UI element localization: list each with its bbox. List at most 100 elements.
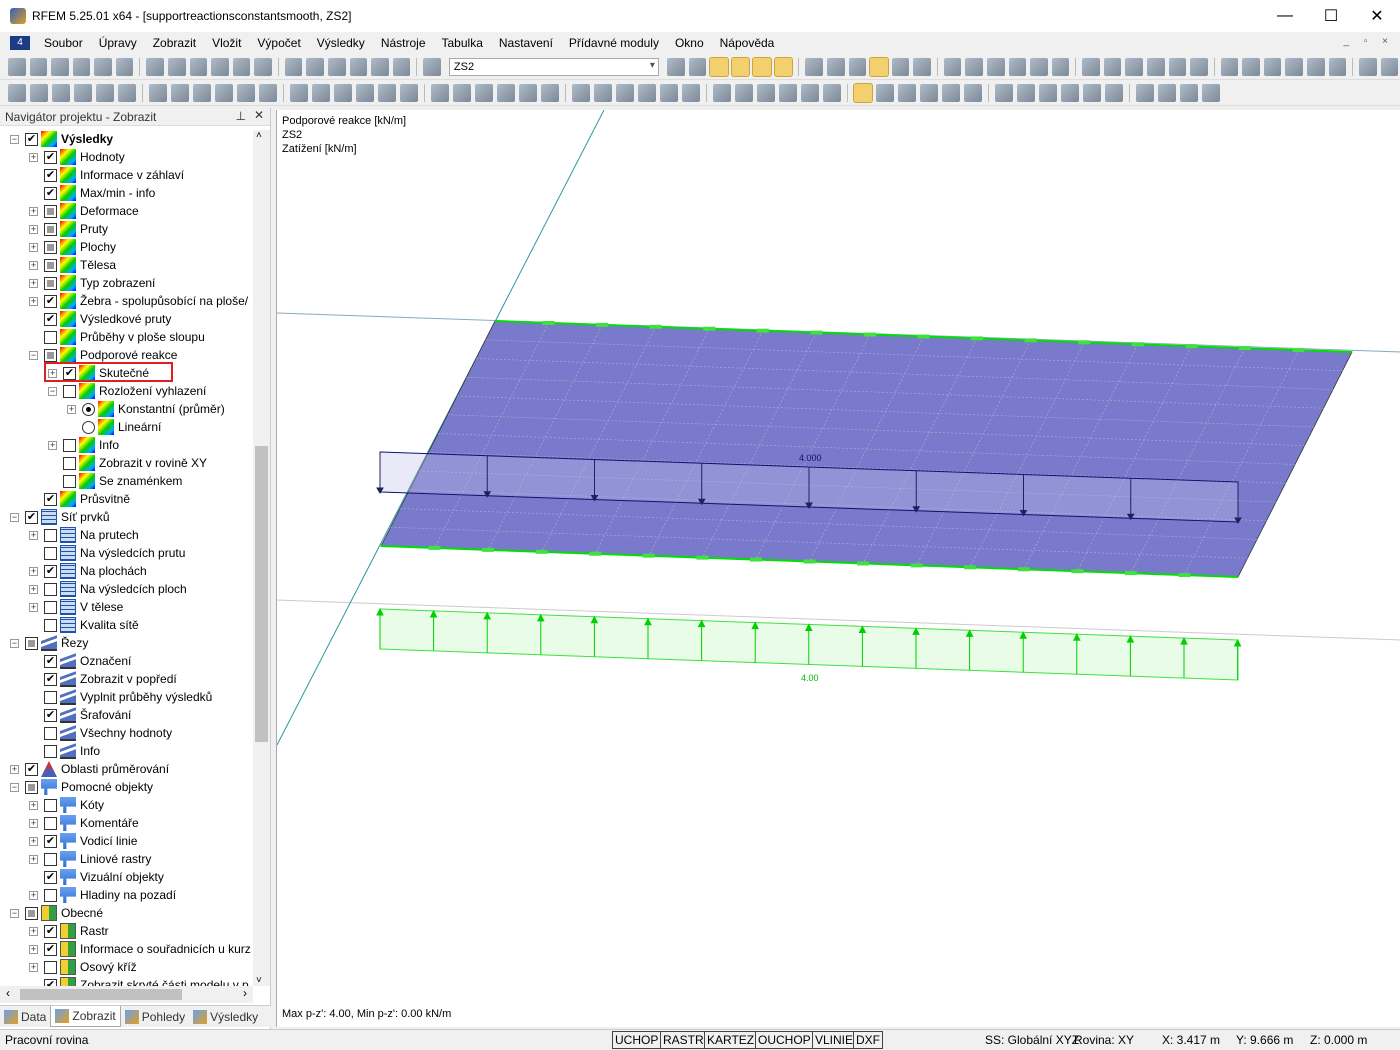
checkbox[interactable]: ✔ — [44, 942, 57, 956]
checkbox[interactable]: ✔ — [25, 762, 38, 776]
tree-item[interactable]: + Na prutech — [29, 526, 139, 544]
toolbar-button-icon[interactable] — [682, 83, 700, 102]
checkbox[interactable] — [44, 330, 57, 344]
checkbox[interactable] — [44, 528, 57, 542]
toolbar-button-icon[interactable] — [1125, 57, 1143, 76]
checkbox[interactable] — [44, 240, 57, 254]
toolbar-button-icon[interactable] — [237, 83, 255, 102]
toolbar-button-icon[interactable] — [168, 57, 186, 76]
tree-item[interactable]: ✔ Výsledkové pruty — [29, 310, 171, 328]
toolbar-button-icon[interactable] — [193, 83, 211, 102]
checkbox[interactable] — [25, 906, 38, 920]
toolbar-button-icon[interactable] — [891, 57, 910, 76]
checkbox[interactable] — [44, 222, 57, 236]
checkbox[interactable] — [44, 852, 57, 866]
toolbar-button-icon[interactable] — [1242, 57, 1260, 76]
checkbox[interactable] — [44, 726, 57, 740]
checkbox[interactable]: ✔ — [44, 312, 57, 326]
checkbox[interactable] — [44, 546, 57, 560]
toolbar-button-icon[interactable] — [898, 83, 916, 102]
toolbar-button-icon[interactable] — [752, 56, 772, 77]
tree-item[interactable]: + V tělese — [29, 598, 123, 616]
toolbar-button-icon[interactable] — [730, 56, 751, 77]
navigator-vertical-scrollbar[interactable]: ˄ ˅ — [253, 130, 270, 986]
toolbar-button-icon[interactable] — [431, 83, 449, 102]
checkbox[interactable] — [44, 276, 57, 290]
close-button[interactable]: ✕ — [1370, 8, 1384, 25]
toolbar-button-icon[interactable] — [757, 83, 775, 102]
menu-item[interactable]: Nastavení — [498, 36, 553, 50]
checkbox[interactable] — [44, 888, 57, 902]
checkbox[interactable] — [44, 960, 57, 974]
checkbox[interactable]: ✔ — [25, 510, 38, 524]
toolbar-button-icon[interactable] — [52, 83, 70, 102]
pin-icon[interactable]: ⊥ — [235, 109, 246, 123]
toolbar-button-icon[interactable] — [735, 83, 753, 102]
toolbar-button-icon[interactable] — [72, 57, 91, 76]
toolbar-button-icon[interactable] — [146, 57, 165, 76]
tree-item[interactable]: ✔ Max/min - info — [29, 184, 155, 202]
checkbox[interactable]: ✔ — [44, 654, 57, 668]
toolbar-button-icon[interactable] — [801, 83, 819, 102]
navigator-horizontal-scrollbar[interactable]: ‹ › — [0, 986, 253, 1003]
checkbox[interactable]: ✔ — [44, 978, 57, 988]
expand-icon[interactable]: + — [48, 367, 57, 378]
toolbar-button-icon[interactable] — [171, 83, 189, 102]
tree-item[interactable]: − Rozložení vyhlazení — [48, 382, 206, 400]
toolbar-button-icon[interactable] — [259, 83, 277, 102]
tree-item[interactable]: + Kóty — [29, 796, 104, 814]
toolbar-button-icon[interactable] — [965, 57, 983, 76]
toolbar-button-icon[interactable] — [29, 57, 48, 76]
navigator-tab[interactable]: Výsledky — [189, 1006, 262, 1027]
tree-item[interactable]: ✔ Šrafování — [29, 706, 131, 724]
checkbox[interactable] — [44, 600, 57, 614]
menu-item[interactable]: Vložit — [212, 36, 242, 50]
toolbar-button-icon[interactable] — [1039, 83, 1057, 102]
scroll-right-icon[interactable]: › — [243, 986, 247, 1000]
checkbox[interactable] — [44, 582, 57, 596]
checkbox[interactable] — [44, 258, 57, 272]
tree-item[interactable]: + Typ zobrazení — [29, 274, 155, 292]
toolbar-button-icon[interactable] — [215, 83, 233, 102]
checkbox[interactable]: ✔ — [44, 168, 57, 182]
tree-item[interactable]: ✔ Informace v záhlaví — [29, 166, 184, 184]
collapse-icon[interactable]: − — [48, 385, 57, 396]
tree-item[interactable]: + ✔ Rastr — [29, 922, 109, 940]
tree-item[interactable]: + Na výsledcích ploch — [29, 580, 187, 598]
tree-item[interactable]: Se znaménkem — [48, 472, 182, 490]
checkbox[interactable] — [63, 474, 76, 488]
tree-item[interactable]: + Pruty — [29, 220, 108, 238]
tree-item[interactable]: + ✔ Vodicí linie — [29, 832, 137, 850]
toolbar-button-icon[interactable] — [1105, 83, 1123, 102]
toolbar-button-icon[interactable] — [1220, 57, 1239, 76]
tree-item[interactable]: + ✔ Na plochách — [29, 562, 147, 580]
expand-icon[interactable]: + — [48, 439, 57, 450]
toolbar-button-icon[interactable] — [356, 83, 374, 102]
expand-icon[interactable]: + — [29, 529, 38, 540]
tree-item[interactable]: Všechny hodnoty — [29, 724, 172, 742]
checkbox[interactable] — [44, 744, 57, 758]
radio-button[interactable] — [82, 402, 95, 416]
tree-item[interactable]: Lineární — [67, 418, 161, 436]
tree-item[interactable]: + Osový kříž — [29, 958, 137, 976]
toolbar-button-icon[interactable] — [943, 57, 962, 76]
toolbar-button-icon[interactable] — [519, 83, 537, 102]
checkbox[interactable]: ✔ — [44, 492, 57, 506]
3d-viewport[interactable]: 4.000 4.00 Podporové reakce [kN/m] ZS2 Z… — [276, 110, 1400, 1027]
checkbox[interactable] — [63, 438, 76, 452]
collapse-icon[interactable]: − — [10, 781, 19, 792]
toolbar-button-icon[interactable] — [8, 83, 26, 102]
tree-item[interactable]: ✔ Průsvitně — [29, 490, 130, 508]
toolbar-button-icon[interactable] — [1008, 57, 1027, 76]
minimize-button[interactable]: — — [1277, 7, 1293, 24]
toolbar-button-icon[interactable] — [805, 57, 823, 76]
tree-item[interactable]: + Plochy — [29, 238, 116, 256]
toggle-kartez[interactable]: KARTEZ — [704, 1031, 758, 1049]
toolbar-button-icon[interactable] — [211, 57, 229, 76]
expand-icon[interactable]: + — [29, 889, 38, 900]
toolbar-button-icon[interactable] — [1061, 83, 1079, 102]
tree-item[interactable]: Na výsledcích prutu — [29, 544, 185, 562]
toolbar-button-icon[interactable] — [1263, 57, 1282, 76]
toolbar-button-icon[interactable] — [371, 57, 389, 76]
toggle-ouchop[interactable]: OUCHOP — [755, 1031, 814, 1049]
